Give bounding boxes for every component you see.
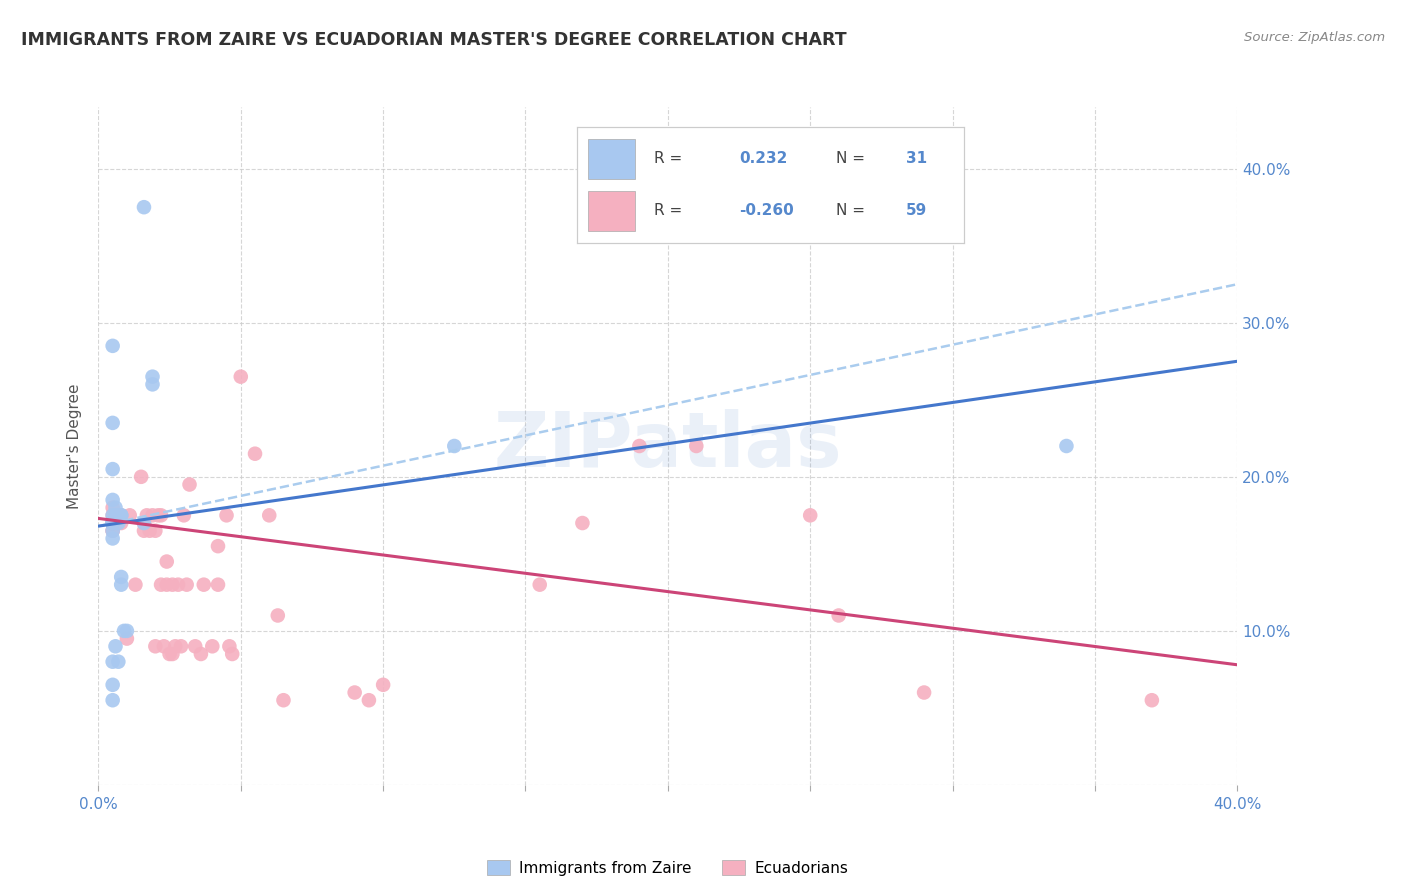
Point bbox=[215, 508, 238, 523]
Point bbox=[104, 508, 127, 523]
Point bbox=[138, 524, 160, 538]
Point bbox=[107, 655, 129, 669]
Point bbox=[207, 539, 229, 553]
Point bbox=[101, 655, 124, 669]
Point bbox=[443, 439, 465, 453]
Point bbox=[162, 577, 184, 591]
Point bbox=[207, 577, 229, 591]
Point bbox=[571, 516, 593, 530]
Point bbox=[107, 508, 129, 523]
Point bbox=[141, 508, 163, 523]
Point bbox=[145, 640, 167, 654]
Point bbox=[373, 678, 395, 692]
Point bbox=[101, 524, 124, 538]
Point bbox=[101, 500, 124, 515]
Point bbox=[115, 632, 138, 646]
Point bbox=[132, 200, 155, 214]
Point bbox=[170, 640, 193, 654]
Point bbox=[101, 516, 124, 530]
Point bbox=[118, 508, 141, 523]
Point bbox=[156, 577, 179, 591]
Point bbox=[110, 508, 132, 523]
Point bbox=[218, 640, 240, 654]
Point bbox=[165, 640, 187, 654]
Point bbox=[101, 524, 124, 538]
Point bbox=[173, 508, 195, 523]
Point bbox=[101, 516, 124, 530]
Point bbox=[129, 470, 152, 484]
Point bbox=[628, 439, 651, 453]
Point bbox=[193, 577, 215, 591]
Point bbox=[110, 516, 132, 530]
Point bbox=[912, 685, 935, 699]
Legend: Immigrants from Zaire, Ecuadorians: Immigrants from Zaire, Ecuadorians bbox=[481, 854, 855, 882]
Point bbox=[273, 693, 295, 707]
Point bbox=[167, 577, 190, 591]
Point bbox=[162, 647, 184, 661]
Point bbox=[229, 369, 252, 384]
Point bbox=[101, 524, 124, 538]
Point bbox=[156, 555, 179, 569]
Point bbox=[101, 693, 124, 707]
Point bbox=[135, 508, 157, 523]
Point bbox=[259, 508, 281, 523]
Point bbox=[159, 647, 181, 661]
Point bbox=[101, 339, 124, 353]
Point bbox=[685, 439, 707, 453]
Point bbox=[201, 640, 224, 654]
Point bbox=[110, 508, 132, 523]
Point bbox=[132, 516, 155, 530]
Point bbox=[110, 570, 132, 584]
Point bbox=[145, 524, 167, 538]
Point bbox=[828, 608, 851, 623]
Point bbox=[243, 447, 266, 461]
Point bbox=[343, 685, 366, 699]
Point bbox=[176, 577, 198, 591]
Point bbox=[529, 577, 551, 591]
Point bbox=[101, 532, 124, 546]
Point bbox=[1056, 439, 1078, 453]
Point bbox=[101, 678, 124, 692]
Point bbox=[179, 477, 201, 491]
Point bbox=[101, 462, 124, 476]
Point bbox=[184, 640, 207, 654]
Point bbox=[104, 640, 127, 654]
Point bbox=[190, 647, 212, 661]
Point bbox=[150, 508, 173, 523]
Point bbox=[112, 624, 135, 638]
Point bbox=[1140, 693, 1163, 707]
Point bbox=[799, 508, 821, 523]
Text: IMMIGRANTS FROM ZAIRE VS ECUADORIAN MASTER'S DEGREE CORRELATION CHART: IMMIGRANTS FROM ZAIRE VS ECUADORIAN MAST… bbox=[21, 31, 846, 49]
Point bbox=[101, 516, 124, 530]
Point bbox=[101, 516, 124, 530]
Point bbox=[267, 608, 290, 623]
Point bbox=[124, 577, 146, 591]
Point bbox=[101, 492, 124, 507]
Point bbox=[150, 577, 173, 591]
Point bbox=[153, 640, 176, 654]
Point bbox=[110, 508, 132, 523]
Y-axis label: Master's Degree: Master's Degree bbox=[67, 384, 83, 508]
Point bbox=[148, 508, 170, 523]
Point bbox=[104, 508, 127, 523]
Point bbox=[104, 500, 127, 515]
Point bbox=[132, 516, 155, 530]
Point bbox=[101, 416, 124, 430]
Point bbox=[141, 369, 163, 384]
Point bbox=[101, 508, 124, 523]
Text: Source: ZipAtlas.com: Source: ZipAtlas.com bbox=[1244, 31, 1385, 45]
Point bbox=[110, 577, 132, 591]
Point bbox=[115, 624, 138, 638]
Point bbox=[107, 516, 129, 530]
Point bbox=[141, 377, 163, 392]
Text: ZIPatlas: ZIPatlas bbox=[494, 409, 842, 483]
Point bbox=[101, 508, 124, 523]
Point bbox=[357, 693, 380, 707]
Point bbox=[221, 647, 243, 661]
Point bbox=[132, 524, 155, 538]
